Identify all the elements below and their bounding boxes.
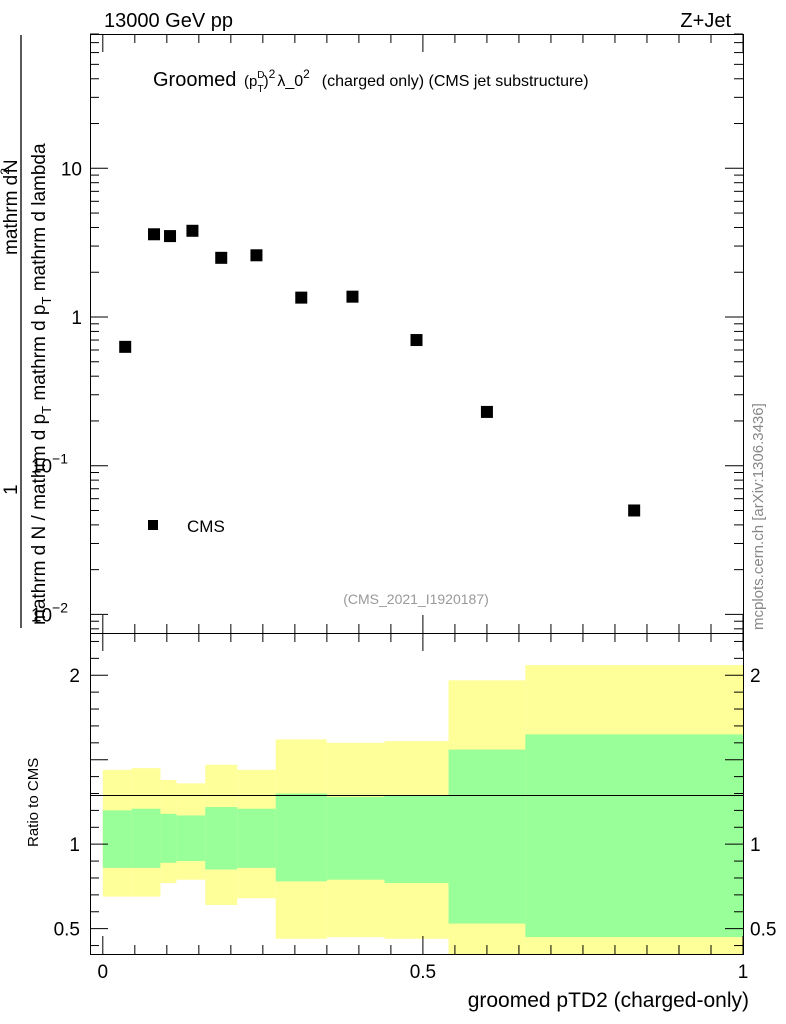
- y-tick-label-right: 2: [750, 666, 761, 687]
- data-point: [480, 405, 493, 418]
- band-segment: [275, 793, 327, 882]
- legend: CMS: [148, 517, 225, 536]
- data-point: [164, 230, 177, 243]
- x-tick-label: 0.5: [410, 962, 436, 983]
- legend-marker-cms: [148, 520, 158, 530]
- band-segment: [176, 815, 206, 862]
- data-point: [186, 224, 199, 237]
- band-segment: [160, 813, 177, 863]
- x-tick-label: 0: [98, 962, 109, 983]
- data-point: [410, 334, 423, 347]
- x-tick-label: 1: [738, 962, 749, 983]
- band-segment: [131, 808, 161, 868]
- data-point: [628, 504, 641, 517]
- band-segment: [448, 749, 526, 924]
- side-label: mcplots.cern.ch [arXiv:1306.3436]: [750, 403, 767, 630]
- y-tick-label: 2: [69, 666, 80, 687]
- y-tick-label: 10: [61, 159, 82, 180]
- x-axis-label: groomed pTD2 (charged-only): [468, 989, 749, 1012]
- process-label: Z+Jet: [680, 10, 731, 32]
- y-tick-label: 1: [69, 835, 80, 856]
- data-points: [119, 224, 641, 517]
- data-point: [295, 291, 308, 304]
- svg-text:1: 1: [1, 484, 22, 495]
- svg-text:mathrm d2N: mathrm d2N: [0, 159, 22, 255]
- data-point: [119, 340, 132, 353]
- y-tick-label-right: 0.5: [750, 920, 776, 941]
- main-plot-frame: [90, 34, 744, 634]
- analysis-id: (CMS_2021_I1920187): [343, 591, 489, 607]
- main-plot-axes: 10 1 10−1 10−2: [31, 33, 744, 633]
- main-plot-panel: 10 1 10−1 10−2: [31, 33, 744, 634]
- ratio-panel: 0 0.5 12 21 10.5 0.5: [54, 633, 776, 983]
- y-tick-label: 10−1: [31, 451, 68, 478]
- data-point: [250, 249, 263, 262]
- ratio-y-axis-label: Ratio to CMS: [25, 758, 42, 847]
- band-segment: [326, 796, 385, 880]
- y-tick-label-right: 1: [750, 835, 761, 856]
- uncertainty-bands: [102, 665, 743, 954]
- energy-label: 13000 GeV pp: [104, 10, 233, 32]
- y-axis-label: mathrm d N / mathrm d pT mathrm d pT mat…: [0, 35, 54, 628]
- svg-text:mathrm d N / mathrm d pT mathr: mathrm d N / mathrm d pT mathrm d pT mat…: [29, 143, 54, 625]
- ratio-axes: 0 0.5 12 21 10.5 0.5: [54, 633, 776, 983]
- y-tick-label: 1: [71, 308, 82, 329]
- band-segment: [384, 795, 449, 884]
- band-segment: [237, 808, 276, 868]
- y-tick-label: 10−2: [31, 599, 68, 626]
- data-point: [215, 251, 228, 264]
- band-segment: [205, 807, 238, 870]
- band-segment: [525, 734, 743, 938]
- data-point: [346, 290, 359, 303]
- legend-label-cms: CMS: [187, 517, 225, 536]
- data-point: [148, 228, 161, 241]
- ratio-plot-frame: [90, 633, 744, 955]
- y-tick-label: 0.5: [54, 920, 80, 941]
- chart-title: Groomed (pD T)2 λ_02 (charged only) (CMS je…: [153, 67, 589, 95]
- band-segment: [102, 810, 132, 868]
